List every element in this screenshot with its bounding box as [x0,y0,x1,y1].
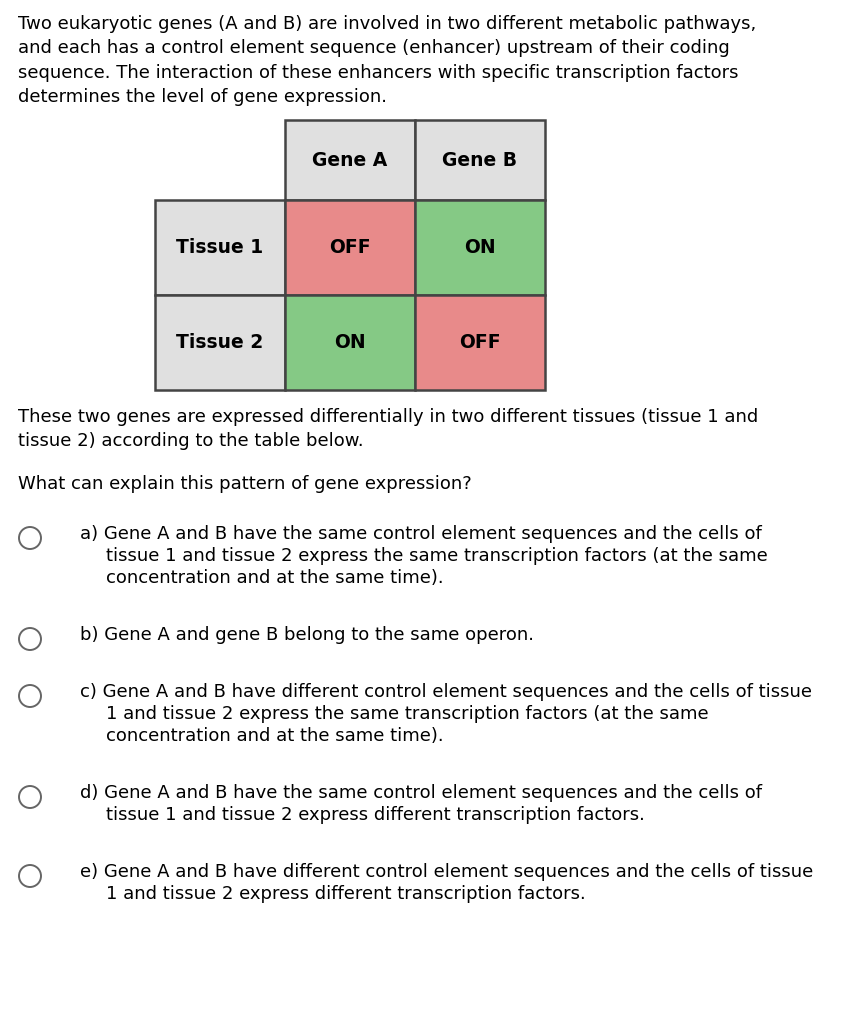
Bar [155,295,285,390]
Text: OFF: OFF [329,238,371,257]
Text: ON: ON [335,333,366,352]
Bar [415,120,545,200]
Bar [415,200,545,295]
Text: 1 and tissue 2 express different transcription factors.: 1 and tissue 2 express different transcr… [106,885,586,903]
Text: b) Gene A and gene B belong to the same operon.: b) Gene A and gene B belong to the same … [80,626,534,644]
Text: Tissue 1: Tissue 1 [176,238,263,257]
Text: tissue 1 and tissue 2 express different transcription factors.: tissue 1 and tissue 2 express different … [106,806,645,824]
Text: d) Gene A and B have the same control element sequences and the cells of: d) Gene A and B have the same control el… [80,784,762,802]
Text: Tissue 2: Tissue 2 [176,333,263,352]
Bar [155,200,285,295]
Text: OFF: OFF [459,333,501,352]
Text: Gene B: Gene B [442,151,518,170]
Text: c) Gene A and B have different control element sequences and the cells of tissue: c) Gene A and B have different control e… [80,683,812,701]
Text: concentration and at the same time).: concentration and at the same time). [106,727,444,745]
Text: Gene A: Gene A [313,151,388,170]
Text: a) Gene A and B have the same control element sequences and the cells of: a) Gene A and B have the same control el… [80,525,761,543]
Text: ON: ON [464,238,495,257]
Bar [285,120,415,200]
Text: 1 and tissue 2 express the same transcription factors (at the same: 1 and tissue 2 express the same transcri… [106,705,709,723]
Bar [285,200,415,295]
Text: e) Gene A and B have different control element sequences and the cells of tissue: e) Gene A and B have different control e… [80,863,813,881]
Text: concentration and at the same time).: concentration and at the same time). [106,569,444,587]
Text: What can explain this pattern of gene expression?: What can explain this pattern of gene ex… [18,475,472,493]
Bar [415,295,545,390]
Bar [285,295,415,390]
Text: tissue 1 and tissue 2 express the same transcription factors (at the same: tissue 1 and tissue 2 express the same t… [106,547,767,565]
Text: These two genes are expressed differentially in two different tissues (tissue 1 : These two genes are expressed differenti… [18,408,758,451]
Text: Two eukaryotic genes (A and B) are involved in two different metabolic pathways,: Two eukaryotic genes (A and B) are invol… [18,15,756,105]
